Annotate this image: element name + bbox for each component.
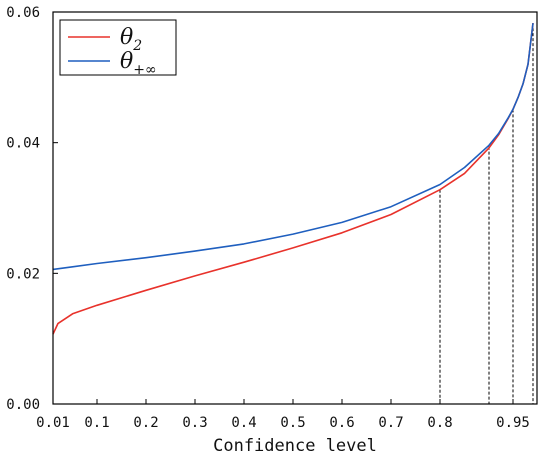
x-axis-title: Confidence level xyxy=(213,436,377,456)
x-tick-label: 0.1 xyxy=(84,415,109,431)
x-tick-label: 0.3 xyxy=(182,415,207,431)
x-tick-label: 0.2 xyxy=(133,415,158,431)
legend-label-theta-2: θ2 xyxy=(120,25,142,54)
x-tick-label: 0.01 xyxy=(36,415,70,431)
x-tick-label: 0.95 xyxy=(496,415,530,431)
legend: θ2 θ+∞ xyxy=(59,19,177,78)
y-tick-label: 0.00 xyxy=(6,397,40,413)
series-lines xyxy=(52,23,534,335)
x-tick-label: 0.5 xyxy=(280,415,305,431)
x-tick-label: 0.7 xyxy=(378,415,403,431)
plot-frame xyxy=(52,11,538,405)
x-tick-label: 0.6 xyxy=(329,415,354,431)
y-tick-label: 0.02 xyxy=(6,266,40,282)
series-line-theta-inf xyxy=(52,23,534,271)
y-tick-label: 0.04 xyxy=(6,136,40,152)
y-tick-label: 0.06 xyxy=(6,5,40,21)
x-axis-ticks: 0.01 0.1 0.2 0.3 0.4 0.5 0.6 0.7 0.8 0.95 xyxy=(36,399,530,431)
legend-box xyxy=(59,19,177,76)
reference-lines xyxy=(439,23,534,404)
y-axis-ticks: 0.00 0.02 0.04 0.06 xyxy=(6,5,58,413)
x-tick-label: 0.4 xyxy=(231,415,256,431)
legend-label-theta-inf: θ+∞ xyxy=(120,49,157,78)
x-tick-label: 0.8 xyxy=(427,415,452,431)
